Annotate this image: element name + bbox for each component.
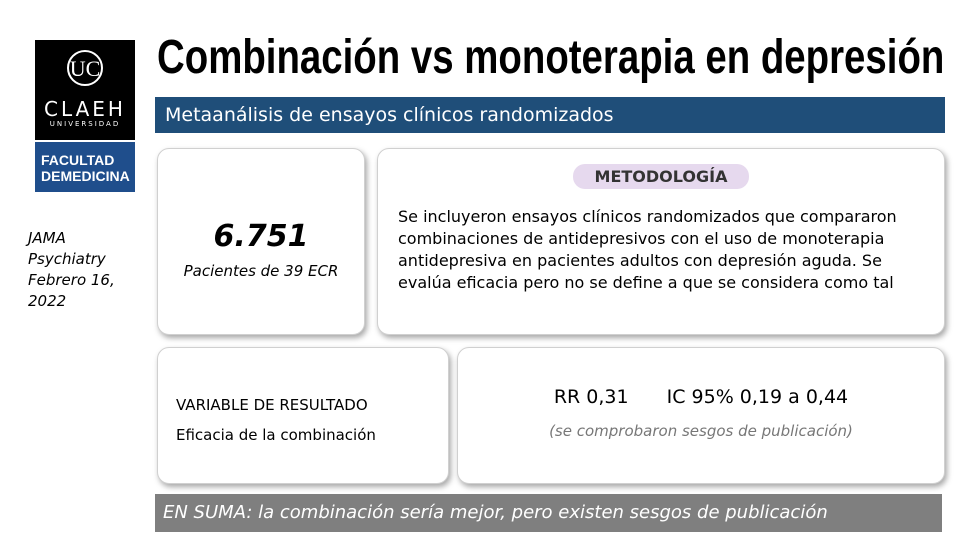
sidebar-line: JAMA: [28, 229, 66, 247]
card: RR 0,31 IC 95% 0,19 a 0,44 (se comprobaro…: [457, 347, 945, 484]
rr: RR 0,31: [553, 386, 629, 408]
body: Se incluyeron ensayos clínicos randomiza…: [398, 207, 897, 292]
faculty-med: MEDICINA: [60, 168, 130, 184]
card: METODOLOGÍA Se incluyeron ensayos clínic…: [377, 148, 945, 335]
faculty-line: FACULTAD: [41, 152, 115, 168]
summary: EN SUMA: la combinación sería mejor, per…: [155, 494, 942, 532]
logo-mark: UC: [67, 50, 103, 86]
faculty: FACULTAD DEMEDICINA: [35, 142, 135, 192]
title: Combinación vs monoterapia en depresión: [157, 31, 945, 84]
note: (se comprobaron sesgos de publicación): [549, 422, 853, 440]
ic: IC 95% 0,19 a 0,44: [666, 386, 849, 408]
big-number: 6.751: [213, 219, 309, 254]
heading: VARIABLE DE RESULTADO: [176, 396, 368, 414]
sidebar-line: Psychiatry: [28, 250, 106, 268]
faculty-line: DEMEDICINA: [41, 168, 135, 184]
sidebar: JAMA Psychiatry Febrero 16, 2022: [28, 228, 115, 312]
faculty-de: DE: [41, 168, 61, 184]
heading: METODOLOGÍA: [572, 164, 750, 189]
svg-text:UC: UC: [70, 56, 101, 81]
card: VARIABLE DE RESULTADO Eficacia de la com…: [157, 347, 449, 484]
sidebar-line: Febrero 16,: [28, 271, 115, 289]
brand: CLAEH: [44, 97, 126, 121]
body: Eficacia de la combinación: [176, 426, 376, 444]
logo: UC CLAEH UNIVERSIDAD: [35, 40, 135, 140]
caption: Pacientes de 39 ECR: [183, 262, 339, 280]
sidebar-line: 2022: [28, 292, 67, 310]
university: UNIVERSIDAD: [49, 120, 121, 128]
card: 6.751 Pacientes de 39 ECR: [157, 148, 365, 335]
subtitle: Metaanálisis de ensayos clínicos randomi…: [155, 97, 945, 133]
